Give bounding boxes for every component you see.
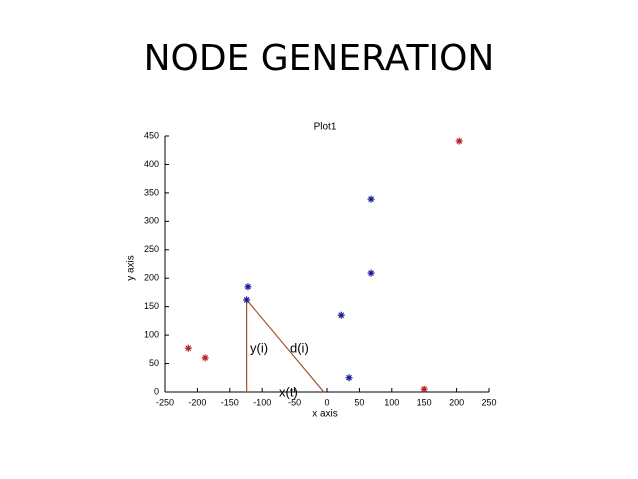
x-tick-label: 100 bbox=[384, 397, 399, 407]
x-tick-label: -100 bbox=[253, 397, 271, 407]
point bbox=[455, 137, 463, 145]
x-tick-label: 150 bbox=[417, 397, 432, 407]
x-axis-label: x axis bbox=[312, 409, 338, 420]
point-stroke bbox=[346, 374, 352, 381]
point-stroke bbox=[185, 345, 192, 352]
chart-title: Plot1 bbox=[314, 122, 337, 133]
x-tick-label: 250 bbox=[481, 397, 496, 407]
point-stroke bbox=[202, 354, 209, 361]
annotation: d(i) bbox=[290, 340, 309, 355]
x-tick-label: 200 bbox=[449, 397, 464, 407]
point-stroke bbox=[243, 296, 250, 303]
slide-title: NODE GENERATION bbox=[144, 38, 495, 79]
x-tick-label: 0 bbox=[324, 397, 329, 407]
y-axis-label: y axis bbox=[126, 255, 137, 281]
y-tick-label: 50 bbox=[149, 358, 159, 368]
x-tick-label: 50 bbox=[354, 397, 364, 407]
point-stroke bbox=[421, 386, 428, 393]
point bbox=[201, 354, 209, 362]
x-tick-label: -250 bbox=[156, 397, 174, 407]
y-tick-label: 450 bbox=[144, 130, 159, 140]
y-tick-label: 0 bbox=[154, 386, 159, 396]
point bbox=[184, 344, 192, 352]
annotation-line bbox=[246, 299, 325, 393]
point-stroke bbox=[456, 138, 463, 144]
point-stroke bbox=[368, 270, 374, 276]
y-tick-label: 250 bbox=[144, 244, 159, 254]
point bbox=[337, 311, 345, 319]
y-tick-label: 300 bbox=[144, 216, 159, 226]
point bbox=[243, 296, 251, 304]
y-tick-label: 150 bbox=[144, 301, 159, 311]
point-stroke bbox=[245, 283, 251, 290]
annotation: y(i) bbox=[250, 340, 268, 355]
y-tick-label: 200 bbox=[144, 273, 159, 283]
y-tick-label: 100 bbox=[144, 329, 159, 339]
point bbox=[367, 269, 375, 277]
point bbox=[420, 385, 428, 393]
point-stroke bbox=[338, 312, 345, 319]
point bbox=[244, 283, 252, 291]
point-stroke bbox=[368, 196, 374, 203]
x-tick-label: -50 bbox=[288, 397, 301, 407]
y-tick-label: 400 bbox=[144, 159, 159, 169]
x-tick-label: -150 bbox=[221, 397, 239, 407]
y-tick-label: 350 bbox=[144, 187, 159, 197]
x-tick-label: -200 bbox=[188, 397, 206, 407]
point bbox=[345, 374, 353, 382]
point bbox=[367, 195, 375, 203]
